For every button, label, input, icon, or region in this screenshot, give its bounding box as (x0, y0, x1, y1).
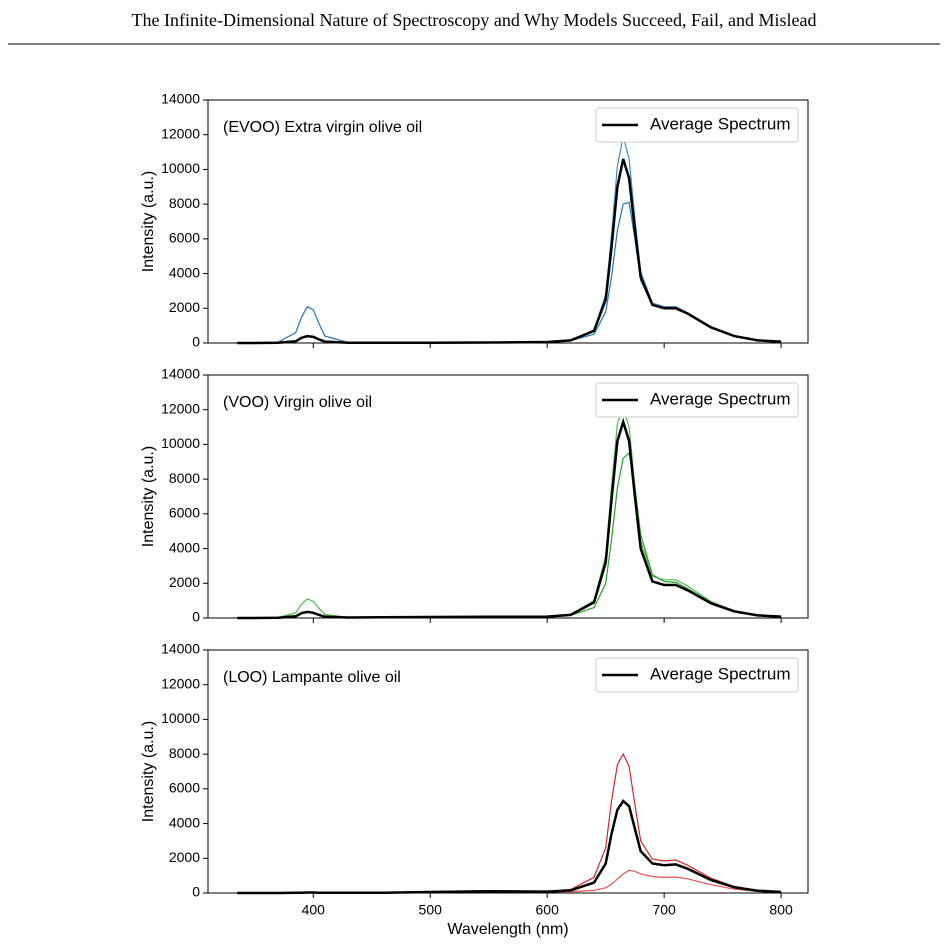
annotation: (EVOO) Extra virgin olive oil (223, 119, 422, 136)
chart: 0 2000 4000 6000 8000 10000 12000 14000 (EVOO) E… (140, 91, 809, 350)
y-tick-label: 2000 (169, 849, 200, 865)
spectrum-line (237, 406, 782, 619)
x-tick-label: 400 (302, 902, 326, 918)
y-tick-label: 12000 (161, 675, 200, 691)
annotation: (VOO) Virgin olive oil (223, 394, 372, 411)
y-tick-label: 6000 (169, 780, 200, 796)
y-tick-label: 2000 (169, 574, 200, 590)
y-tick-label: 4000 (169, 814, 200, 830)
y-tick-label: 8000 (169, 745, 200, 761)
y-tick-label: 12000 (161, 125, 200, 141)
y-tick-label: 0 (192, 334, 200, 350)
y-tick-label: 14000 (161, 641, 200, 657)
legend-label: Average Spectrum (650, 664, 790, 683)
x-tick-label: 700 (652, 902, 676, 918)
legend-box (595, 382, 799, 418)
y-axis-label: Intensity (a.u.) (140, 171, 157, 272)
y-tick-label: 10000 (161, 435, 200, 451)
y-tick-label: 0 (192, 884, 200, 900)
x-tick-label: 800 (769, 902, 793, 918)
y-tick-label: 2000 (169, 299, 200, 315)
y-tick-label: 6000 (169, 505, 200, 521)
average-line (237, 799, 782, 895)
y-tick-label: 0 (192, 609, 200, 625)
chart: 0 2000 4000 6000 8000 10000 12000 14000 400 500 60… (140, 641, 809, 938)
y-tick-label: 8000 (169, 195, 200, 211)
y-tick-label: 12000 (161, 400, 200, 416)
y-axis-label: Intensity (a.u.) (140, 721, 157, 822)
legend-label: Average Spectrum (650, 389, 790, 408)
legend-box (595, 657, 799, 693)
x-tick-label: 500 (419, 902, 443, 918)
spectrum-line (237, 136, 782, 344)
average-line (237, 417, 782, 620)
plot-frame (207, 99, 809, 344)
y-tick-label: 4000 (169, 539, 200, 555)
spectrum-line (237, 752, 782, 894)
x-axis-label: Wavelength (nm) (447, 921, 568, 938)
y-tick-label: 8000 (169, 470, 200, 486)
legend-label: Average Spectrum (650, 114, 790, 133)
y-axis-label: Intensity (a.u.) (140, 446, 157, 547)
annotation: (LOO) Lampante olive oil (223, 669, 401, 686)
legend-box (595, 107, 799, 143)
average-line (237, 158, 782, 345)
y-tick-label: 10000 (161, 710, 200, 726)
plot-frame (207, 374, 809, 619)
plot-frame (207, 649, 809, 894)
y-tick-label: 6000 (169, 230, 200, 246)
y-tick-label: 14000 (161, 366, 200, 382)
header-title: The Infinite-Dimensional Nature of Spect… (132, 10, 817, 30)
x-tick-label: 600 (536, 902, 560, 918)
y-tick-label: 10000 (161, 160, 200, 176)
y-tick-label: 14000 (161, 91, 200, 107)
chart: 0 2000 4000 6000 8000 10000 12000 14000 (VOO) Vi… (140, 366, 809, 625)
y-tick-label: 4000 (169, 264, 200, 280)
